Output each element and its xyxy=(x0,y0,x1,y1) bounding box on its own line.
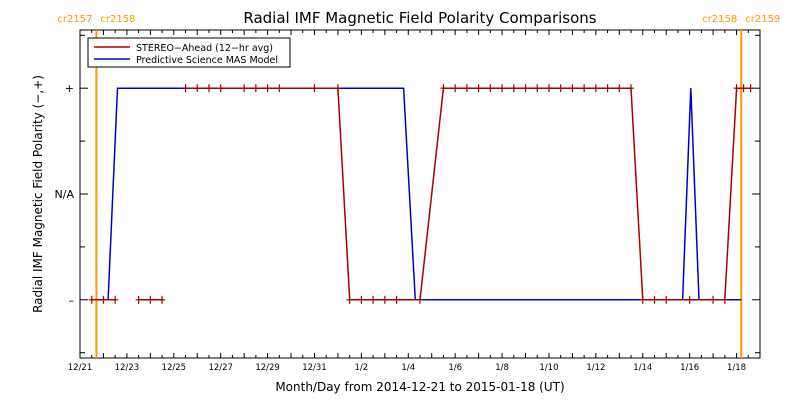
x-tick-label: 1/14 xyxy=(633,363,652,373)
x-tick-label: 12/25 xyxy=(162,363,187,373)
y-tick-label: + xyxy=(65,82,74,95)
x-tick-label: 12/21 xyxy=(68,363,93,373)
carrington-label: cr2158 xyxy=(100,14,135,25)
x-tick-label: 1/16 xyxy=(680,363,699,373)
legend: STEREO−Ahead (12−hr avg) Predictive Scie… xyxy=(87,37,291,68)
x-tick-label: 1/4 xyxy=(401,363,415,373)
y-tick-label: – xyxy=(69,294,75,307)
carrington-rotation-labels: cr2157 cr2158 cr2158 cr2159 xyxy=(57,14,780,25)
x-tick-label: 12/31 xyxy=(302,363,327,373)
carrington-label: cr2158 xyxy=(702,14,737,25)
carrington-label: cr2159 xyxy=(745,14,780,25)
y-axis-label: Radial IMF Magnetic Field Polarity (−,+) xyxy=(31,75,45,313)
x-tick-label: 1/18 xyxy=(727,363,746,373)
legend-box xyxy=(87,37,291,68)
y-axis-ticks: + N/A – xyxy=(55,34,760,354)
carrington-label: cr2157 xyxy=(57,14,92,25)
legend-label-mas: Predictive Science MAS Model xyxy=(136,55,278,66)
x-tick-label: 1/8 xyxy=(495,363,509,373)
y-tick-label: N/A xyxy=(55,188,75,201)
stereo-ahead-line xyxy=(185,87,751,301)
x-tick-label: 12/23 xyxy=(115,363,140,373)
legend-label-stereo: STEREO−Ahead (12−hr avg) xyxy=(136,43,273,54)
x-tick-label: 1/12 xyxy=(586,363,605,373)
x-tick-label: 1/2 xyxy=(355,363,369,373)
series-layer xyxy=(88,84,754,304)
chart-title: Radial IMF Magnetic Field Polarity Compa… xyxy=(243,9,596,27)
x-tick-label: 12/29 xyxy=(255,363,280,373)
plot-frame xyxy=(79,29,761,359)
x-tick-label: 12/27 xyxy=(208,363,233,373)
x-tick-label: 1/10 xyxy=(539,363,558,373)
carrington-rotation-lines xyxy=(95,30,743,358)
mas-model-line xyxy=(91,87,742,301)
x-axis-ticks: 12/21 12/23 12/25 12/27 12/29 12/31 1/2 1/4 1/6 1… xyxy=(68,30,761,373)
x-axis-label: Month/Day from 2014-12-21 to 2015-01-18 … xyxy=(275,380,564,394)
x-tick-label: 1/6 xyxy=(448,363,462,373)
